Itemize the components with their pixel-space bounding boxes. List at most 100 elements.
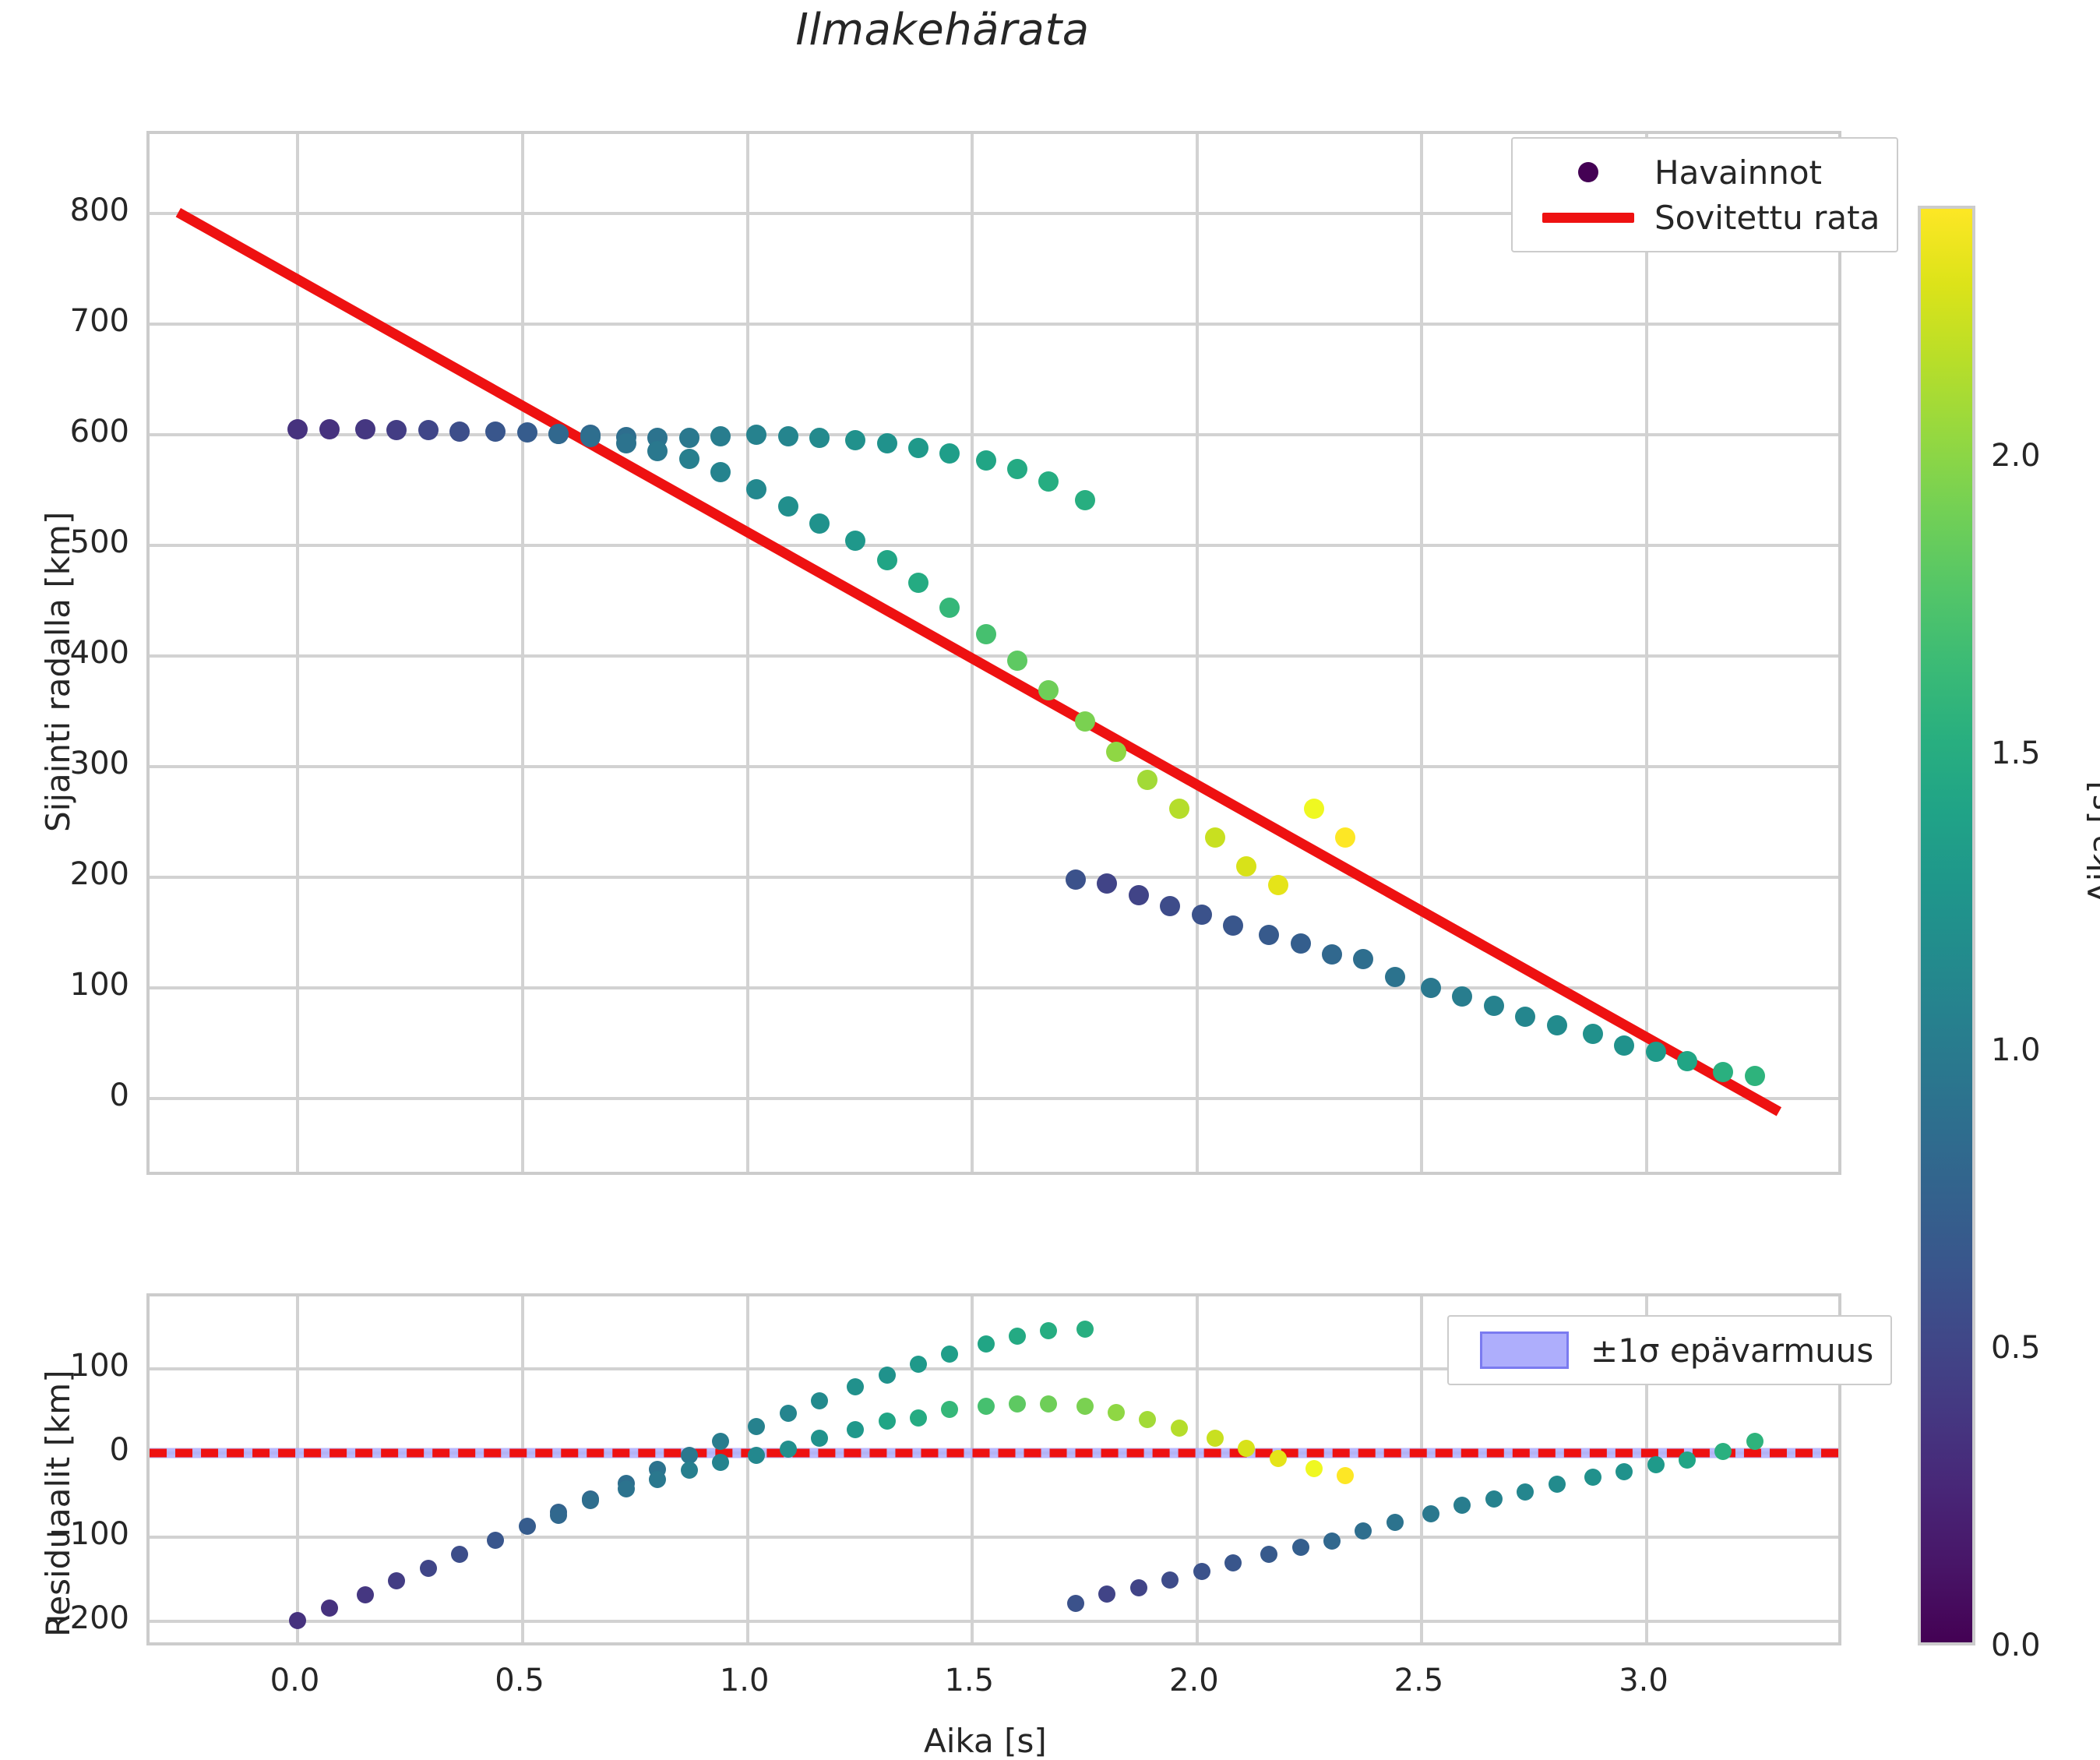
- residual-point: [1746, 1432, 1764, 1450]
- gridline-horizontal: [150, 654, 1838, 658]
- legend-marker-dot-icon: [1578, 162, 1598, 182]
- residual-point: [712, 1454, 730, 1472]
- x-tick-label: 0.0: [270, 1663, 320, 1698]
- residual-point: [1269, 1449, 1287, 1467]
- residual-point: [518, 1518, 536, 1536]
- legend-label: Havainnot: [1654, 153, 1822, 192]
- residual-point: [419, 1560, 437, 1578]
- legend-marker-line-icon: [1542, 212, 1634, 223]
- residual-point: [680, 1461, 698, 1479]
- residual-point: [1170, 1419, 1188, 1437]
- gridline-horizontal: [150, 875, 1838, 879]
- data-point: [777, 496, 798, 517]
- residual-point: [1714, 1442, 1732, 1460]
- legend-label: Sovitettu rata: [1654, 198, 1880, 237]
- data-point: [1074, 711, 1095, 732]
- residual-point: [977, 1397, 995, 1415]
- x-tick-label: 0.5: [495, 1663, 544, 1698]
- data-point: [907, 573, 928, 594]
- gridline-vertical: [1645, 134, 1649, 1172]
- residual-point: [847, 1420, 865, 1438]
- residual-point: [1098, 1585, 1116, 1603]
- residual-point: [1647, 1456, 1665, 1474]
- gridline-vertical: [1420, 1296, 1424, 1642]
- data-point: [1259, 924, 1280, 945]
- data-point: [907, 438, 928, 459]
- data-point: [1128, 884, 1149, 905]
- data-point: [1335, 827, 1356, 848]
- residual-point: [617, 1480, 635, 1497]
- colorbar-tick-label: 2.0: [1991, 437, 2041, 474]
- residual-point: [1008, 1395, 1026, 1413]
- gridline-horizontal: [150, 986, 1838, 989]
- residual-point: [1040, 1395, 1058, 1413]
- data-point: [1676, 1050, 1697, 1071]
- gridline-vertical: [1645, 1296, 1649, 1642]
- main-plot-canvas: [150, 134, 1838, 1172]
- data-point: [678, 428, 699, 449]
- data-point: [1384, 966, 1405, 987]
- data-point: [777, 425, 798, 446]
- residual-point: [320, 1600, 338, 1617]
- data-point: [876, 433, 897, 454]
- residual-point: [748, 1417, 766, 1435]
- residual-point: [1139, 1410, 1157, 1428]
- data-point: [1097, 873, 1118, 894]
- gridline-vertical: [1195, 134, 1199, 1172]
- gridline-vertical: [1420, 134, 1424, 1172]
- data-point: [548, 423, 569, 444]
- residual-point: [811, 1429, 828, 1447]
- data-point: [1515, 1006, 1536, 1027]
- residual-point: [581, 1491, 599, 1509]
- residual-point: [1224, 1554, 1242, 1571]
- data-point: [1614, 1035, 1635, 1056]
- data-point: [678, 449, 699, 470]
- data-point: [1160, 895, 1181, 916]
- data-point: [1223, 915, 1244, 936]
- data-point: [1204, 827, 1225, 848]
- residual-point: [1260, 1545, 1278, 1563]
- x-axis-label: Aika [s]: [924, 1722, 1047, 1760]
- gridline-vertical: [296, 1296, 300, 1642]
- main-y-tick-label: 700: [69, 303, 129, 340]
- gridline-vertical: [521, 134, 525, 1172]
- residual-point: [1161, 1571, 1179, 1589]
- data-point: [580, 426, 601, 447]
- residual-point: [1076, 1397, 1094, 1415]
- colorbar-tick-label: 1.0: [1991, 1032, 2041, 1069]
- gridline-vertical: [1195, 1296, 1199, 1642]
- gridline-horizontal: [150, 433, 1838, 437]
- residual-plot-axes: [146, 1293, 1841, 1645]
- residual-point: [941, 1400, 959, 1418]
- residual-point: [1305, 1459, 1323, 1477]
- residual-point: [1386, 1513, 1404, 1531]
- x-tick-label: 3.0: [1619, 1663, 1668, 1698]
- legend-entry: Havainnot: [1530, 150, 1880, 195]
- residual-point: [649, 1470, 667, 1488]
- data-point: [319, 419, 340, 439]
- residual-point: [1517, 1483, 1534, 1501]
- main-y-tick-label: 200: [69, 855, 129, 892]
- colorbar-label: Aika [s]: [2081, 781, 2100, 904]
- zero-reference-line: [150, 1448, 1838, 1458]
- legend-marker-patch: [1466, 1331, 1583, 1369]
- data-point: [1191, 905, 1212, 926]
- data-point: [449, 421, 470, 442]
- residual-y-tick-label: −100: [44, 1516, 129, 1553]
- residual-point: [550, 1507, 568, 1525]
- gridline-horizontal: [150, 212, 1838, 216]
- residual-point: [1129, 1579, 1147, 1597]
- residual-point: [1584, 1469, 1601, 1487]
- colorbar-tick-label: 1.5: [1991, 735, 2041, 771]
- fit-line: [176, 208, 1782, 1116]
- x-tick-label: 1.0: [719, 1663, 770, 1698]
- data-point: [1006, 650, 1027, 671]
- colorbar-tick-label: 0.0: [1991, 1628, 2041, 1663]
- residual-point: [1238, 1439, 1256, 1457]
- legend-marker-line: [1530, 212, 1647, 223]
- data-point: [1420, 977, 1441, 998]
- data-point: [809, 513, 830, 534]
- x-tick-label: 2.5: [1394, 1663, 1444, 1698]
- data-point: [1582, 1024, 1603, 1045]
